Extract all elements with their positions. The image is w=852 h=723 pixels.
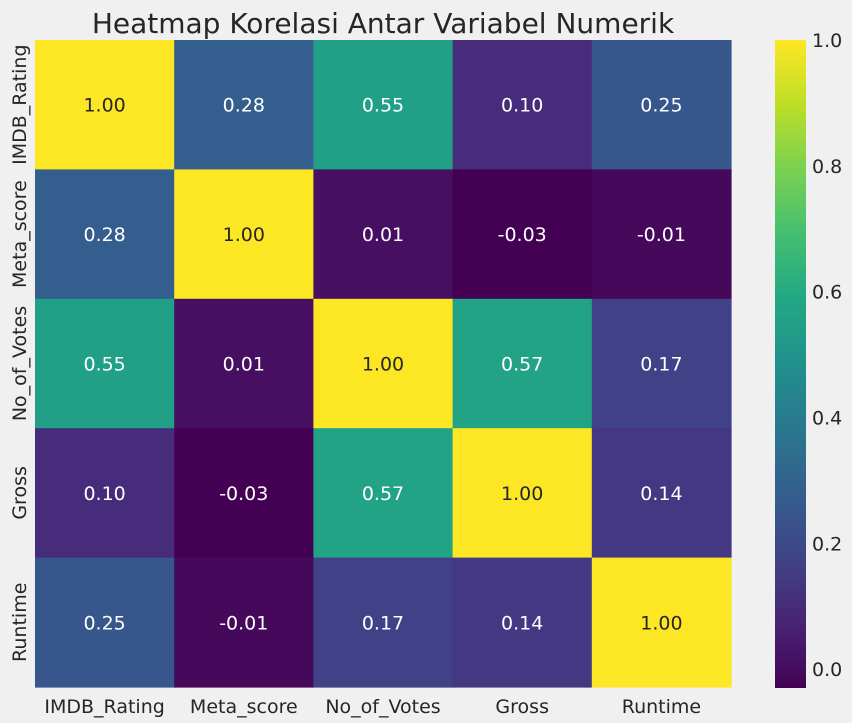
x-tick-label-4: Runtime: [622, 696, 701, 718]
cell-annotation-2-4: 0.17: [640, 354, 682, 376]
cell-annotation-3-4: 0.14: [640, 483, 682, 505]
cell-annotation-4-0: 0.25: [83, 612, 125, 634]
colorbar-tick-label-5: 1.0: [812, 30, 842, 52]
x-axis-tick-labels: IMDB_Rating Meta_score No_of_Votes Gross Run…: [44, 696, 701, 718]
colorbar-tick-label-2: 0.4: [812, 407, 842, 429]
cell-annotation-2-3: 0.57: [501, 354, 543, 376]
cell-annotation-4-1: -0.01: [219, 612, 268, 634]
colorbar-tick-label-3: 0.6: [812, 282, 842, 304]
y-tick-label-2: No_of_Votes: [9, 306, 31, 421]
y-tick-label-4: Runtime: [9, 583, 31, 662]
colorbar-tick-label-4: 0.8: [812, 156, 842, 178]
cell-annotation-1-0: 0.28: [83, 224, 125, 246]
cell-annotation-1-2: 0.01: [362, 224, 404, 246]
y-tick-label-1: Meta_score: [9, 180, 31, 288]
cell-annotation-0-3: 0.10: [501, 95, 543, 117]
y-tick-label-0: IMDB_Rating: [9, 44, 31, 164]
cell-annotation-2-2: 1.00: [362, 354, 404, 376]
cell-annotation-3-1: -0.03: [219, 483, 268, 505]
x-tick-label-1: Meta_score: [190, 696, 298, 718]
x-tick-label-3: Gross: [495, 696, 549, 718]
colorbar: 0.0 0.2 0.4 0.6 0.8 1.0: [775, 30, 842, 688]
x-tick-label-0: IMDB_Rating: [44, 696, 164, 718]
chart-title: Heatmap Korelasi Antar Variabel Numerik: [92, 7, 675, 40]
cell-annotation-0-0: 1.00: [83, 95, 125, 117]
cell-annotation-4-3: 0.14: [501, 612, 543, 634]
colorbar-tick-label-1: 0.2: [812, 533, 842, 555]
colorbar-gradient: [775, 40, 806, 688]
cell-annotation-2-1: 0.01: [223, 354, 265, 376]
cell-annotation-3-2: 0.57: [362, 483, 404, 505]
cell-annotation-1-1: 1.00: [223, 224, 265, 246]
cell-annotation-0-4: 0.25: [640, 95, 682, 117]
cell-annotation-4-2: 0.17: [362, 612, 404, 634]
cell-annotation-2-0: 0.55: [83, 354, 125, 376]
cell-annotation-0-1: 0.28: [223, 95, 265, 117]
cell-annotation-3-0: 0.10: [83, 483, 125, 505]
cell-annotation-0-2: 0.55: [362, 95, 404, 117]
y-tick-label-3: Gross: [9, 466, 31, 520]
x-tick-label-2: No_of_Votes: [325, 696, 440, 718]
cell-annotation-4-4: 1.00: [640, 612, 682, 634]
cell-annotation-3-3: 1.00: [501, 483, 543, 505]
cell-annotation-1-4: -0.01: [637, 224, 686, 246]
y-axis-tick-labels: IMDB_Rating Meta_score No_of_Votes Gross Run…: [9, 44, 31, 661]
cell-annotation-1-3: -0.03: [498, 224, 547, 246]
colorbar-tick-label-0: 0.0: [812, 659, 842, 681]
